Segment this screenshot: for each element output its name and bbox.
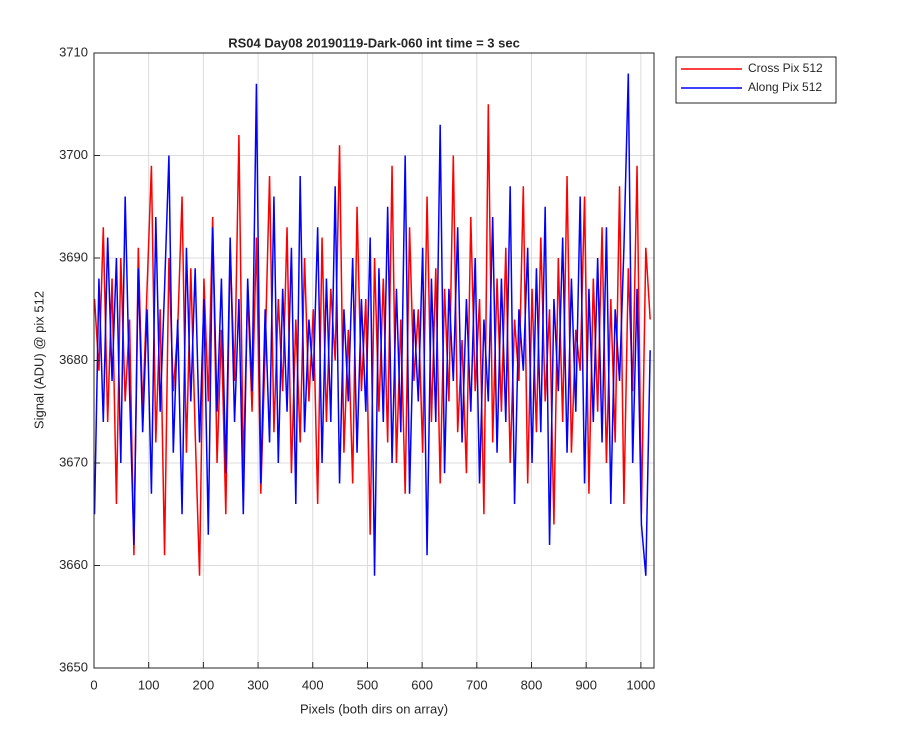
y-tick-label: 3690: [59, 249, 88, 264]
x-tick-label: 600: [411, 677, 433, 692]
y-tick-label: 3650: [59, 659, 88, 674]
x-tick-label: 200: [193, 677, 215, 692]
x-tick-label: 400: [302, 677, 324, 692]
y-tick-label: 3670: [59, 454, 88, 469]
x-tick-label: 100: [138, 677, 160, 692]
x-tick-label: 300: [247, 677, 269, 692]
legend-label: Along Pix 512: [748, 80, 822, 94]
legend: Cross Pix 512 Along Pix 512: [675, 56, 837, 104]
x-tick-label: 800: [521, 677, 543, 692]
y-tick-label: 3660: [59, 557, 88, 572]
x-axis-label: Pixels (both dirs on array): [300, 701, 448, 716]
y-tick-label: 3700: [59, 147, 88, 162]
x-tick-label: 900: [575, 677, 597, 692]
plot-lines: [93, 73, 651, 576]
x-tick-label: 0: [90, 677, 97, 692]
y-tick-label: 3710: [59, 44, 88, 59]
y-tick-label: 3680: [59, 352, 88, 367]
x-tick-label: 700: [466, 677, 488, 692]
y-axis-label: Signal (ADU) @ pix 512: [31, 291, 46, 429]
series-line: [93, 73, 651, 576]
legend-box: [675, 56, 837, 104]
chart-title: RS04 Day08 20190119-Dark-060 int time = …: [228, 35, 520, 50]
legend-label: Cross Pix 512: [748, 61, 823, 75]
x-tick-label: 500: [357, 677, 379, 692]
ticks: 0 100 200 300 400 500 600 700 800 900 1000 3650 3660…: [59, 44, 655, 692]
x-tick-label: 1000: [626, 677, 655, 692]
